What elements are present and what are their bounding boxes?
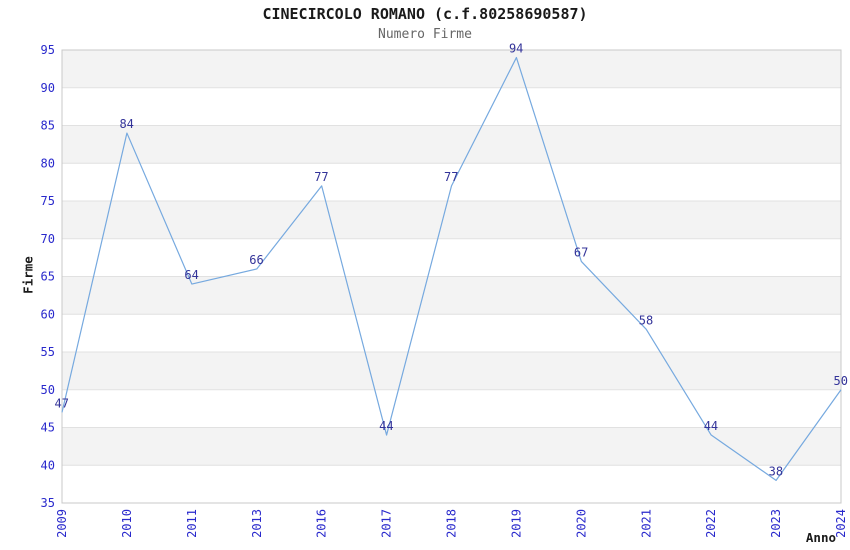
- x-tick-label: 2010: [120, 509, 134, 538]
- point-label: 67: [574, 245, 588, 259]
- point-label: 44: [704, 419, 718, 433]
- x-tick-label: 2017: [380, 509, 394, 538]
- y-tick-label: 65: [41, 270, 55, 284]
- y-tick-label: 45: [41, 421, 55, 435]
- x-axis-title: Anno: [805, 530, 836, 545]
- x-tick-label: 2020: [574, 509, 588, 538]
- point-label: 64: [184, 268, 198, 282]
- grid-band: [62, 50, 841, 88]
- y-tick-label: 35: [41, 496, 55, 510]
- point-label: 44: [379, 419, 393, 433]
- point-label: 77: [314, 170, 328, 184]
- grid-band: [62, 427, 841, 466]
- plot-frame: [61, 49, 842, 504]
- y-tick-label: 85: [41, 119, 55, 133]
- point-label: 50: [834, 374, 848, 388]
- chart-subtitle: Numero Firme: [378, 27, 472, 42]
- point-label: 77: [444, 170, 458, 184]
- x-tick-label: 2021: [639, 509, 653, 538]
- grid-band: [62, 276, 841, 315]
- y-tick-label: 90: [41, 81, 55, 95]
- grid-band: [62, 163, 841, 201]
- series-line: [61, 56, 842, 481]
- x-tick-label: 2023: [769, 509, 783, 538]
- x-tick-label: 2024: [834, 509, 848, 538]
- grid-band: [62, 201, 841, 239]
- y-tick-label: 70: [41, 232, 55, 246]
- x-tick-label: 2022: [704, 509, 718, 538]
- y-tick-label: 75: [41, 194, 55, 208]
- point-label: 58: [639, 313, 653, 327]
- point-label: 47: [55, 396, 69, 410]
- y-tick-label: 80: [41, 156, 55, 170]
- x-tick-label: 2011: [185, 509, 199, 538]
- x-tick-label: 2013: [250, 509, 264, 538]
- point-label: 84: [119, 117, 133, 131]
- grid-band: [62, 87, 841, 126]
- x-tick-label: 2018: [445, 509, 459, 538]
- grid-band: [62, 352, 841, 390]
- y-tick-label: 55: [41, 345, 55, 359]
- grid-band: [62, 238, 841, 277]
- y-tick-label: 50: [41, 383, 55, 397]
- chart-title: CINECIRCOLO ROMANO (c.f.80258690587): [262, 5, 588, 23]
- y-tick-label: 40: [41, 458, 55, 472]
- grid-band: [62, 389, 841, 428]
- x-tick-label: 2019: [509, 509, 523, 538]
- grid-band: [62, 465, 841, 503]
- grid-band: [62, 314, 841, 352]
- point-label: 94: [509, 42, 523, 56]
- point-label: 38: [769, 464, 783, 478]
- grid-band: [62, 125, 841, 164]
- point-label: 66: [249, 253, 263, 267]
- y-tick-label: 60: [41, 307, 55, 321]
- y-tick-label: 95: [41, 43, 55, 57]
- x-tick-label: 2009: [55, 509, 69, 538]
- x-tick-label: 2016: [315, 509, 329, 538]
